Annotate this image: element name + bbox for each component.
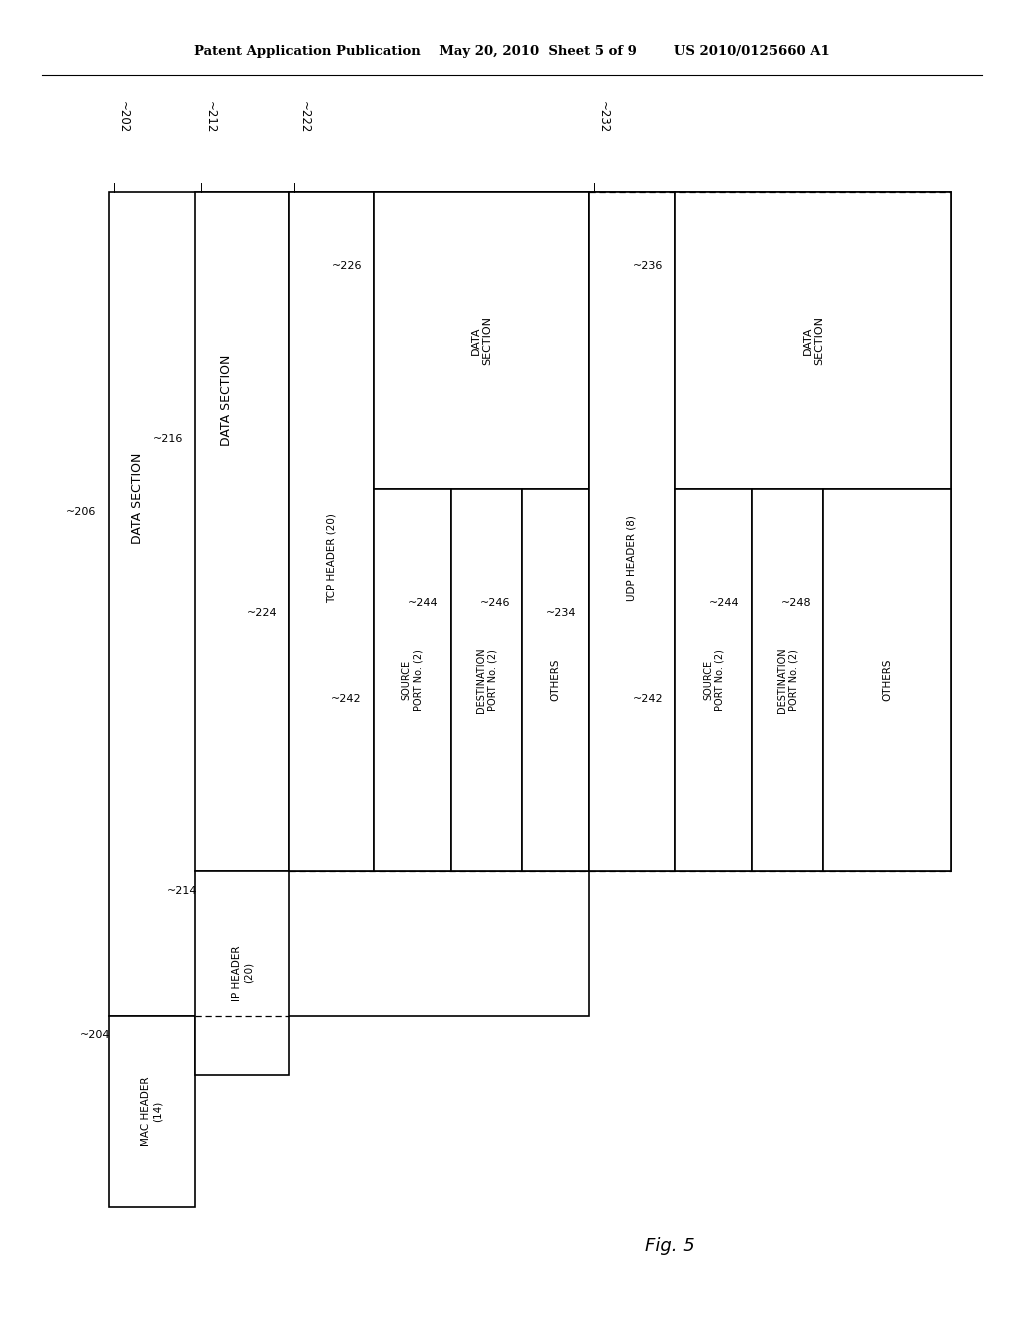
- Text: Fig. 5: Fig. 5: [645, 1237, 694, 1255]
- Bar: [109, 1015, 196, 1206]
- Bar: [676, 488, 752, 871]
- Text: ~242: ~242: [633, 694, 664, 704]
- Text: ~224: ~224: [247, 609, 278, 618]
- Text: ~216: ~216: [153, 434, 183, 445]
- Text: ~232: ~232: [597, 100, 609, 133]
- Text: ~202: ~202: [117, 100, 130, 133]
- Bar: [589, 193, 676, 871]
- Text: ~234: ~234: [546, 609, 577, 618]
- Text: ~244: ~244: [709, 598, 739, 609]
- Text: DATA SECTION: DATA SECTION: [131, 453, 143, 544]
- Bar: [290, 193, 374, 871]
- Text: ~236: ~236: [633, 261, 664, 272]
- Bar: [823, 488, 951, 871]
- Bar: [451, 488, 522, 871]
- Text: ~206: ~206: [66, 507, 96, 517]
- Bar: [196, 871, 290, 1074]
- Text: MAC HEADER
(14): MAC HEADER (14): [141, 1076, 163, 1146]
- Bar: [676, 193, 951, 488]
- Text: TCP HEADER (20): TCP HEADER (20): [327, 513, 337, 603]
- Text: ~212: ~212: [204, 100, 217, 133]
- Text: ~226: ~226: [332, 261, 361, 272]
- Text: UDP HEADER (8): UDP HEADER (8): [627, 515, 637, 601]
- Text: SOURCE
PORT No. (2): SOURCE PORT No. (2): [702, 649, 725, 710]
- Text: ~222: ~222: [298, 100, 310, 133]
- Text: DATA
SECTION: DATA SECTION: [803, 315, 824, 366]
- Text: OTHERS: OTHERS: [551, 659, 560, 701]
- Text: Patent Application Publication    May 20, 2010  Sheet 5 of 9        US 2010/0125: Patent Application Publication May 20, 2…: [195, 45, 829, 58]
- Text: OTHERS: OTHERS: [883, 659, 892, 701]
- Bar: [196, 193, 589, 871]
- Text: DATA SECTION: DATA SECTION: [219, 354, 232, 446]
- Text: ~242: ~242: [331, 694, 361, 704]
- Text: SOURCE
PORT No. (2): SOURCE PORT No. (2): [401, 649, 423, 710]
- Bar: [374, 488, 451, 871]
- Bar: [752, 488, 823, 871]
- Text: ~214: ~214: [167, 886, 198, 895]
- Bar: [589, 193, 951, 871]
- Bar: [109, 193, 589, 1015]
- Text: ~204: ~204: [80, 1031, 111, 1040]
- Text: IP HEADER
(20): IP HEADER (20): [231, 945, 253, 1001]
- Text: DATA
SECTION: DATA SECTION: [471, 315, 493, 366]
- Text: ~248: ~248: [780, 598, 811, 609]
- Bar: [522, 488, 589, 871]
- Text: DESTINATION
PORT No. (2): DESTINATION PORT No. (2): [476, 647, 498, 713]
- Text: ~246: ~246: [479, 598, 510, 609]
- Bar: [290, 193, 589, 871]
- Text: ~244: ~244: [408, 598, 438, 609]
- Bar: [374, 193, 589, 488]
- Text: DESTINATION
PORT No. (2): DESTINATION PORT No. (2): [777, 647, 799, 713]
